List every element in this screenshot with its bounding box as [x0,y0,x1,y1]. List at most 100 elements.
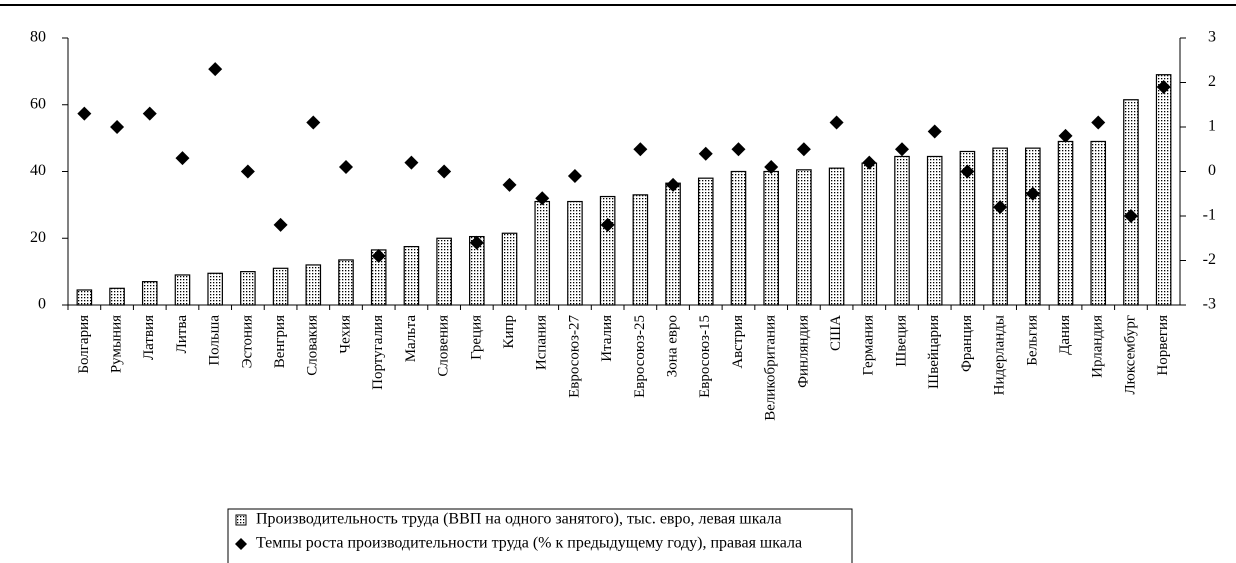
x-tick-label: Люксембург [1122,315,1138,395]
marker [306,115,321,130]
bar [697,177,714,306]
x-tick-label: Зона евро [664,315,680,377]
x-tick-label: Дания [1057,315,1073,355]
bar [141,281,158,306]
marker [371,249,386,264]
bar [926,155,943,306]
bar [305,264,322,306]
x-tick-label: Греция [468,315,484,360]
x-tick-label: Венгрия [272,315,288,368]
x-tick-label: Мальта [403,315,419,363]
bar [174,274,191,306]
bar [763,170,779,306]
marker [208,62,223,77]
bar [436,237,452,306]
y2-tick-label: 2 [1208,73,1216,90]
bar [567,200,583,306]
bar [1057,140,1074,306]
marker [502,177,517,192]
x-tick-label: Евросоюз-25 [632,315,648,398]
x-tick-label: Швейцария [926,315,942,389]
marker [731,142,746,157]
marker [862,155,877,170]
y2-tick-label: 1 [1208,118,1216,135]
x-tick-label: Швеция [893,315,909,367]
x-tick-label: Болгария [76,315,92,374]
legend-label: Темпы роста производительности труда (% … [256,535,802,552]
marker [469,235,484,250]
bar [76,289,93,306]
marker [1058,128,1073,143]
x-tick-label: Латвия [141,315,157,360]
marker [404,155,419,170]
bar [338,259,354,306]
bar [1025,147,1041,306]
bar [1090,140,1107,306]
x-tick-label: Евросоюз-27 [566,315,582,398]
x-tick-label: Словения [436,315,452,377]
bar [665,182,681,306]
marker [960,164,975,179]
y2-tick-label: -2 [1203,251,1216,268]
marker [1156,79,1171,94]
bar [599,195,616,306]
bar [730,170,747,306]
marker [77,106,92,121]
x-tick-label: Франция [959,315,975,372]
marker [1025,186,1040,201]
x-tick-label: Италия [599,315,615,362]
legend-swatch [235,538,247,550]
x-tick-label: Нидерланды [992,315,1008,395]
marker [633,142,648,157]
bar [272,267,289,306]
x-tick-label: Эстония [239,315,255,368]
marker [1123,209,1138,223]
bar [1155,74,1172,306]
bar [240,271,256,306]
legend-label: Производительность труда (ВВП на одного … [256,511,782,528]
marker [240,164,255,179]
marker [175,151,190,166]
legend [227,508,853,563]
marker [927,124,942,139]
bar [1123,99,1139,306]
marker [142,106,157,121]
marker [698,146,713,161]
x-tick-label: США [828,315,844,351]
marker [110,120,125,134]
y-tick-label: 20 [30,229,46,246]
x-tick-label: Румыния [108,315,124,373]
x-tick-label: Австрия [730,315,746,369]
y2-tick-label: 3 [1208,29,1216,46]
bar [534,200,551,306]
marker [829,115,844,130]
bar [959,150,976,306]
x-tick-label: Португалия [370,315,386,390]
legend-swatch [235,514,247,526]
y2-tick-label: -3 [1203,296,1216,313]
x-tick-label: Польша [207,315,223,366]
marker [1091,115,1106,130]
y-tick-label: 0 [38,296,46,313]
marker [273,217,288,232]
legend-box [227,508,853,563]
marker [895,142,909,157]
marker [567,168,582,183]
bar [403,245,420,306]
x-tick-label: Германия [861,315,877,376]
x-tick-label: Испания [534,315,550,370]
y-tick-label: 60 [30,95,46,112]
bar [109,287,125,306]
x-tick-label: Словакия [305,315,321,376]
bar [828,167,845,306]
marker [993,200,1008,215]
x-tick-label: Финляндия [795,315,811,388]
x-tick-label: Великобритания [763,315,779,421]
y2-tick-label: -1 [1203,207,1216,224]
marker [535,191,550,206]
x-tick-label: Бельгия [1024,315,1040,366]
marker [796,142,811,157]
marker [437,164,452,179]
marker [339,160,353,175]
